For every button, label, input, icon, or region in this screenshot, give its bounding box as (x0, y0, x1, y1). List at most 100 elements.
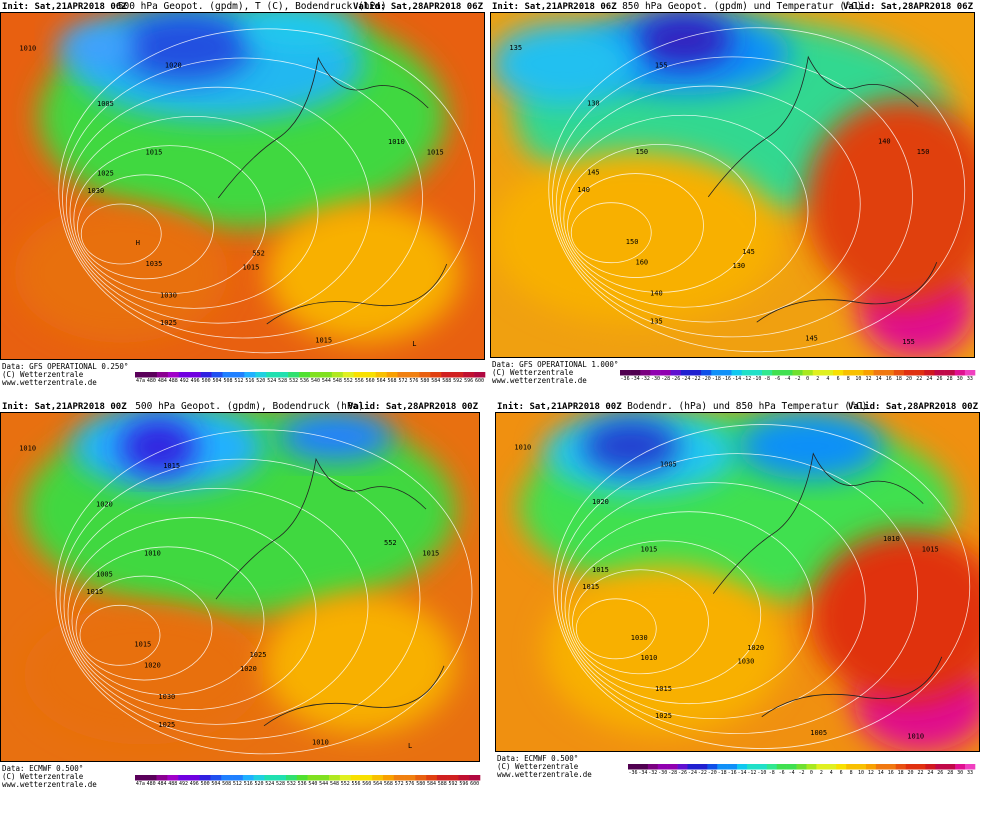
colorbar-label: -36 (628, 770, 637, 776)
colorbar-label: -28 (661, 376, 670, 382)
colorbar-label: 556 (355, 378, 364, 384)
colorbar-label: -14 (737, 770, 746, 776)
valid-label: Valid: Sat,28APR2018 06Z (353, 1, 484, 12)
colorbar-label: 588 (438, 781, 447, 787)
colorbar-label: 47a (136, 781, 145, 787)
init-label: Init: Sat,21APR2018 00Z (2, 401, 127, 412)
colorbar-swatch (751, 370, 763, 376)
contour (555, 85, 861, 323)
colorbar-label: 512 (233, 781, 242, 787)
contour-label: 1025 (158, 721, 175, 729)
contour-label: 140 (577, 186, 590, 194)
colorbar-swatch (955, 764, 966, 770)
colorbar-swatch (474, 372, 486, 378)
colorbar-swatch (244, 372, 256, 378)
colorbar-label: 564 (373, 781, 382, 787)
colorbar-label: -2 (794, 376, 800, 382)
colorbar-label: 508 (223, 378, 232, 384)
colorbar-label: -30 (651, 376, 660, 382)
colorbar-label: 488 (168, 781, 177, 787)
contour-label: 1015 (243, 264, 260, 272)
colorbar-swatch (318, 775, 330, 781)
colorbar-label: -10 (757, 770, 766, 776)
colorbar-swatch (307, 775, 319, 781)
contour-label: 1025 (250, 651, 267, 659)
colorbar-label: 576 (405, 781, 414, 787)
contour-label: 1010 (514, 443, 531, 451)
contour-label: 1020 (96, 501, 113, 509)
colorbar-label: -10 (752, 376, 761, 382)
contour-label: 1030 (160, 291, 177, 299)
colorbar-swatch (762, 370, 773, 376)
colorbar-swatch (697, 764, 708, 770)
colorbar-label: 524 (267, 378, 276, 384)
colorbar-swatch (277, 372, 289, 378)
colorbar-label: 536 (300, 378, 309, 384)
colorbar-swatch (687, 764, 698, 770)
colorbar-label: 504 (211, 781, 220, 787)
colorbar-label: -4 (789, 770, 795, 776)
colorbar-label: -2 (798, 770, 804, 776)
colorbar-label: 24 (927, 770, 933, 776)
colorbar-swatch (620, 370, 631, 376)
colorbar-label: 600 (470, 781, 479, 787)
colorbar-swatch (776, 764, 787, 770)
colorbar-swatch (310, 372, 322, 378)
map-frame (495, 412, 980, 752)
contour-label: 1020 (165, 62, 182, 70)
colorbar-swatch (200, 372, 212, 378)
colorbar-swatch (452, 372, 464, 378)
colorbar-label: 8 (847, 376, 850, 382)
colorbar-swatch (945, 764, 956, 770)
colorbar-swatch (242, 775, 254, 781)
init-label: Init: Sat,21APR2018 00Z (497, 401, 622, 412)
colorbar-swatch (339, 775, 351, 781)
colorbar-label: 580 (416, 781, 425, 787)
colorbar-swatch (299, 372, 311, 378)
colorbar-swatch (436, 775, 448, 781)
colorbar-swatch (707, 764, 718, 770)
colorbar-swatch (419, 372, 431, 378)
colorbar-swatch (833, 370, 844, 376)
colorbar-swatch (630, 370, 641, 376)
colorbar-swatch (650, 370, 661, 376)
contour-label: 1010 (641, 654, 658, 662)
footer-line: Data: GFS OPERATIONAL 0.250° (2, 362, 128, 371)
colorbar-label: 484 (157, 781, 166, 787)
contour (570, 202, 652, 264)
contour (560, 482, 866, 720)
colorbar-label: -18 (712, 376, 721, 382)
colorbar-swatch (954, 370, 966, 376)
contour-label: 155 (655, 61, 668, 69)
colorbar-swatch (711, 370, 722, 376)
colorbar-swatch (640, 370, 651, 376)
contour (55, 429, 473, 755)
contour-label: 1010 (907, 732, 924, 740)
field (278, 412, 394, 461)
colorbar-label: 528 (278, 378, 287, 384)
colorbar-swatch (944, 370, 956, 376)
colorbar-swatch (426, 775, 438, 781)
colorbar-label: 532 (287, 781, 296, 787)
colorbar-swatch (135, 372, 147, 378)
colorbar-label: 588 (442, 378, 451, 384)
colorbar-label: 26 (936, 376, 942, 382)
colorbar-label: -24 (681, 376, 690, 382)
colorbar-label: -6 (774, 376, 780, 382)
colorbar-swatch (826, 764, 837, 770)
colorbar-swatch (667, 764, 678, 770)
colorbar-swatch (965, 764, 976, 770)
colorbar-swatch (717, 764, 728, 770)
coastline (217, 56, 448, 325)
colorbar-swatch (782, 370, 793, 376)
colorbar-label: 596 (464, 378, 473, 384)
colorbar-label: 2 (820, 770, 823, 776)
colorbar-swatch (320, 372, 333, 378)
colorbar-swatch (727, 764, 738, 770)
colorbar-label: 22 (916, 376, 922, 382)
contour-label: 1015 (163, 462, 180, 470)
colorbar-swatch (670, 370, 682, 376)
contour (575, 598, 657, 660)
map-title: 500 hPa Geopot. (gpdm), Bodendruck (hPa) (135, 401, 364, 412)
